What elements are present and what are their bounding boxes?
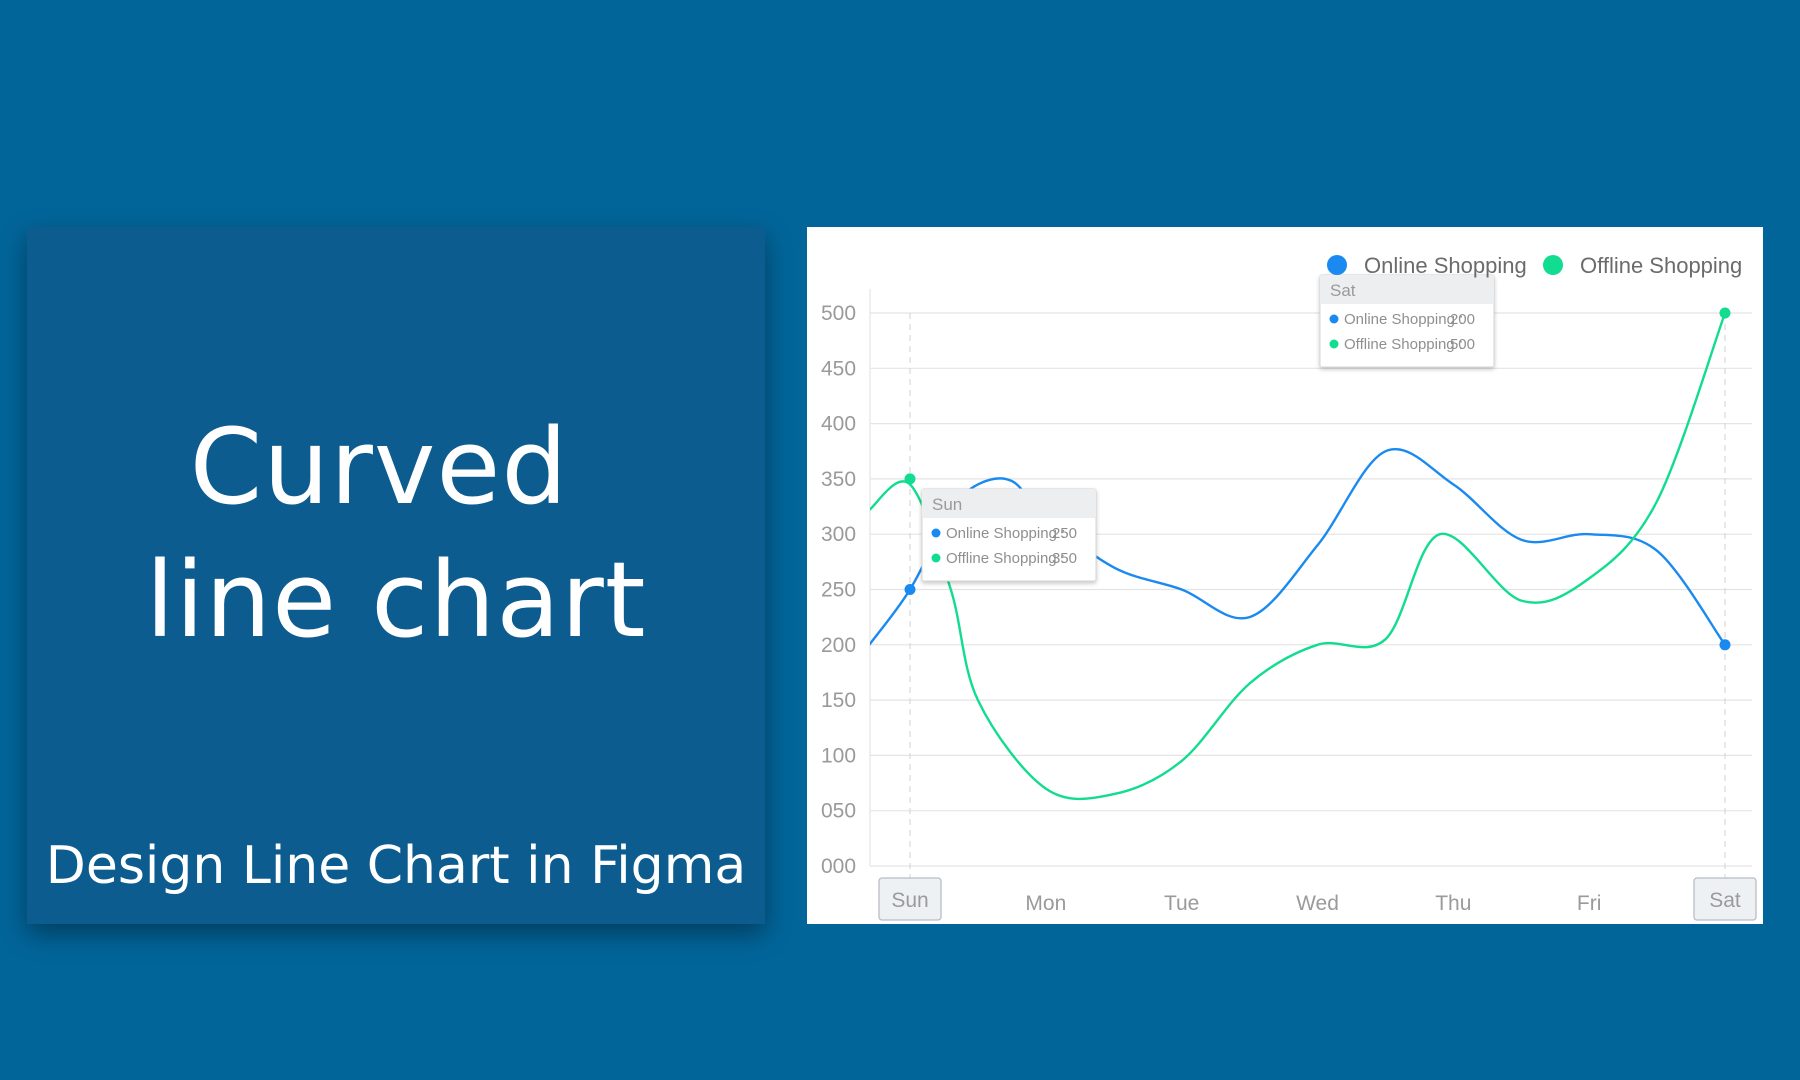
tooltip-value: 500 — [1450, 336, 1475, 353]
x-tick-label: Thu — [1435, 892, 1471, 915]
tooltip-dot — [931, 553, 941, 563]
x-tick-label: Sun — [891, 889, 928, 912]
title-line-2: line chart — [145, 539, 647, 661]
tooltip-label: Online Shopping : — [1344, 311, 1463, 328]
tooltip-label: Online Shopping : — [946, 525, 1065, 542]
data-point-marker — [1719, 307, 1731, 319]
legend-label-online: Online Shopping — [1364, 253, 1527, 278]
tooltip-label: Offline Shopping : — [946, 550, 1065, 567]
tooltip-header: Sun — [932, 495, 962, 514]
y-tick-label: 250 — [821, 579, 856, 602]
chart-panel: 000 050 100 150 200 250 300 350 400 450 500 Sun Mon T… — [807, 227, 1763, 924]
x-tick-label: Fri — [1577, 892, 1602, 915]
subtitle: Design Line Chart in Figma — [45, 836, 747, 896]
y-tick-label: 100 — [821, 744, 856, 767]
y-tick-label: 150 — [821, 689, 856, 712]
offline-shopping-line — [870, 312, 1727, 801]
data-point-marker — [904, 584, 916, 595]
tooltip-header-bg — [922, 489, 1096, 518]
tooltip-dot — [1329, 339, 1339, 349]
tooltip: Sat Online Shopping :200 Offline Shopping … — [1319, 274, 1495, 368]
y-tick-label: 350 — [821, 468, 856, 491]
legend: Online Shopping Offline Shopping — [1327, 253, 1742, 278]
title-card: Curved line chart Design Line Chart in F… — [27, 227, 765, 924]
tooltip-header-bg — [1320, 275, 1494, 304]
data-point-marker — [1719, 639, 1731, 651]
y-tick-label: 400 — [821, 413, 856, 436]
tooltip: Sun Online Shopping :250 Offline Shopping … — [921, 488, 1097, 582]
x-tick-label: Tue — [1164, 892, 1199, 915]
tooltip-header: Sat — [1330, 281, 1356, 300]
y-tick-label: 450 — [821, 357, 856, 380]
tooltip-value: 350 — [1052, 550, 1077, 567]
y-tick-label: 300 — [821, 523, 856, 546]
x-tick-label: Sat — [1709, 889, 1741, 912]
x-tick-highlight — [1693, 877, 1757, 921]
x-tick-label: Mon — [1025, 892, 1066, 915]
y-tick-label: 200 — [821, 634, 856, 657]
tooltip-dot — [1329, 314, 1339, 324]
legend-marker-offline — [1543, 255, 1563, 275]
tooltip-value: 200 — [1450, 311, 1475, 328]
y-tick-label: 500 — [821, 302, 856, 325]
tooltip-dot — [931, 528, 941, 538]
title-line-1: Curved — [189, 406, 569, 528]
x-tick-highlight — [878, 877, 942, 921]
y-tick-label: 050 — [821, 800, 856, 823]
tooltip-label: Offline Shopping : — [1344, 336, 1463, 353]
x-tick-label: Wed — [1296, 892, 1339, 915]
legend-marker-online — [1327, 255, 1347, 275]
line-chart: 000 050 100 150 200 250 300 350 400 450 500 Sun Mon T… — [821, 253, 1757, 921]
legend-label-offline: Offline Shopping — [1580, 253, 1742, 278]
data-point-marker — [904, 473, 916, 485]
y-tick-label: 000 — [821, 855, 856, 878]
tooltip-value: 250 — [1052, 525, 1077, 542]
